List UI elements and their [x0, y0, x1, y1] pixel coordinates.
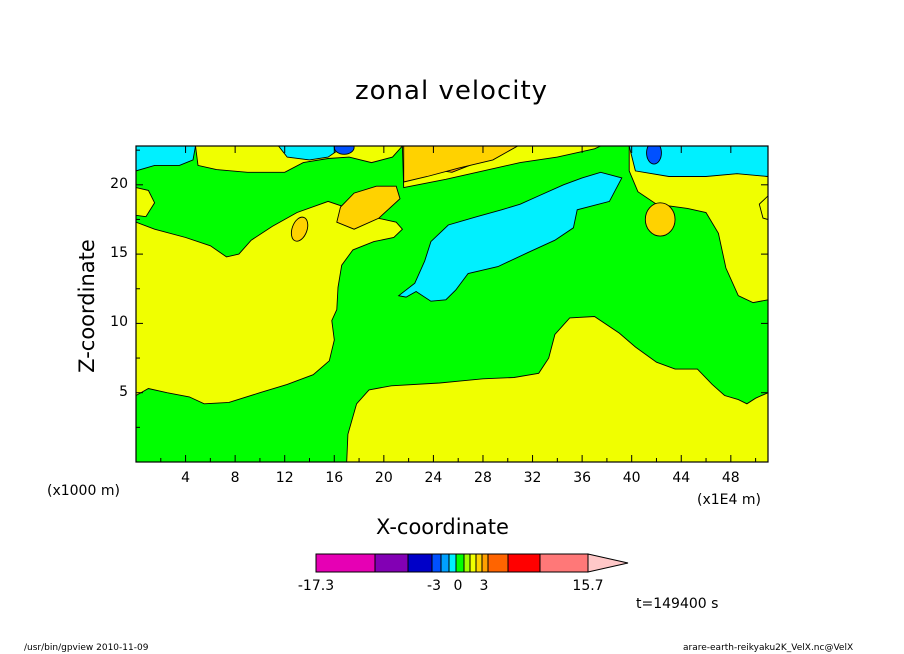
colorbar	[315, 553, 629, 573]
x-unit-left: (x1000 m)	[47, 483, 120, 499]
colorbar-label: -3	[427, 578, 441, 594]
field-blue-patch-right	[646, 146, 662, 165]
colorbar-segment	[481, 553, 489, 573]
x-tick-label: 16	[325, 470, 344, 486]
y-tick-label: 15	[110, 245, 128, 262]
colorbar-segment	[407, 553, 433, 573]
field-lightblue-center	[397, 171, 623, 302]
field-yellow-rightedge	[758, 195, 768, 220]
y-tick-label: 10	[110, 314, 128, 331]
colorbar-segment	[507, 553, 541, 573]
y-tick-label: 5	[119, 383, 128, 400]
colorbar-segment	[431, 553, 442, 573]
x-tick-label: 12	[275, 470, 294, 486]
x-unit-right: (x1E4 m)	[697, 492, 761, 508]
field-yellow-left	[136, 200, 404, 405]
x-tick-label: 40	[622, 470, 641, 486]
field-lightorange-right	[644, 202, 676, 237]
footer-left: /usr/bin/gpview 2010-11-09	[24, 643, 149, 653]
colorbar-segment	[463, 553, 471, 573]
field-lightorange-band	[403, 146, 519, 183]
x-tick-label: 44	[672, 470, 691, 486]
chart-title: zonal velocity	[355, 76, 549, 106]
footer-right: arare-earth-reikyaku2K_VelX.nc@VelX	[683, 643, 854, 653]
time-annotation: t=149400 s	[636, 596, 719, 612]
colorbar-segment	[469, 553, 477, 573]
field-yellow-lower	[346, 316, 768, 462]
colorbar-segment	[374, 553, 409, 573]
plot-area-fills	[136, 146, 768, 462]
field-lightblue-topleft2	[277, 146, 345, 161]
x-tick-label: 4	[181, 470, 191, 486]
field-lightorange-center	[336, 185, 401, 230]
y-tick-label: 20	[110, 175, 128, 192]
y-axis-title: Z-coordinate	[75, 239, 99, 373]
colorbar-label: -17.3	[297, 578, 335, 594]
colorbar-segment	[487, 553, 509, 573]
colorbar-label: 3	[479, 578, 489, 594]
colorbar-segment	[440, 553, 450, 573]
x-tick-label: 24	[424, 470, 443, 486]
colorbar-segment	[455, 553, 465, 573]
x-tick-label: 8	[230, 470, 240, 486]
colorbar-label: 0	[453, 578, 463, 594]
colorbar-label: 15.7	[572, 578, 604, 594]
colorbar-segment	[315, 553, 376, 573]
field-lightblue-topright	[628, 146, 768, 177]
x-tick-label: 32	[523, 470, 542, 486]
plot-frame	[135, 145, 769, 463]
x-axis	[160, 146, 757, 462]
x-tick-label: 20	[374, 470, 393, 486]
x-tick-label: 36	[573, 470, 592, 486]
field-blue-patch-left	[333, 146, 355, 155]
y-axis	[136, 149, 768, 428]
colorbar-segment	[448, 553, 457, 573]
x-axis-title: X-coordinate	[376, 515, 509, 539]
x-tick-label: 28	[474, 470, 492, 486]
colorbar-segment	[475, 553, 483, 573]
colorbar-segment	[539, 553, 589, 573]
field-lightorange-small	[290, 216, 309, 242]
field-yellow-leftedge	[136, 187, 156, 218]
colorbar-arrow	[587, 553, 629, 573]
field-lightblue-topleft	[136, 146, 196, 172]
x-tick-label: 48	[721, 470, 740, 486]
